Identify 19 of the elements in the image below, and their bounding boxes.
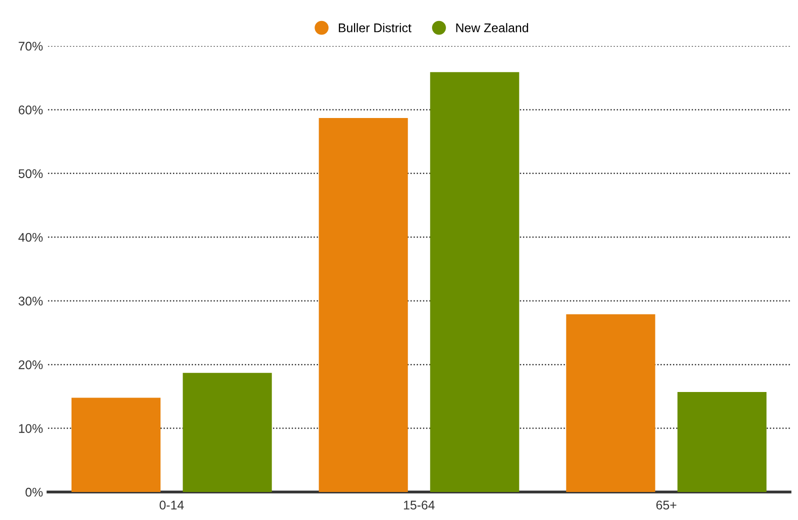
y-tick-label: 30%: [18, 296, 43, 306]
x-tick-label: 15-64: [404, 500, 435, 510]
bar: [71, 398, 161, 492]
legend-label: New Zealand: [456, 23, 528, 32]
y-tick-label: 0%: [26, 488, 43, 497]
y-tick-label: 70%: [18, 42, 43, 51]
bar: [318, 118, 408, 492]
y-tick-label: 10%: [19, 424, 43, 433]
legend-label: Buller District: [338, 23, 412, 32]
y-tick-label: 20%: [18, 360, 43, 370]
bar: [677, 392, 767, 492]
x-tick-label: 0-14: [160, 500, 184, 510]
bar: [430, 72, 520, 492]
x-tick-label: 65+: [656, 500, 676, 510]
y-tick-label: 40%: [18, 232, 43, 242]
bar: [182, 372, 272, 492]
y-tick-label: 50%: [18, 169, 43, 178]
y-tick-label: 60%: [18, 106, 43, 114]
bar: [566, 314, 656, 492]
